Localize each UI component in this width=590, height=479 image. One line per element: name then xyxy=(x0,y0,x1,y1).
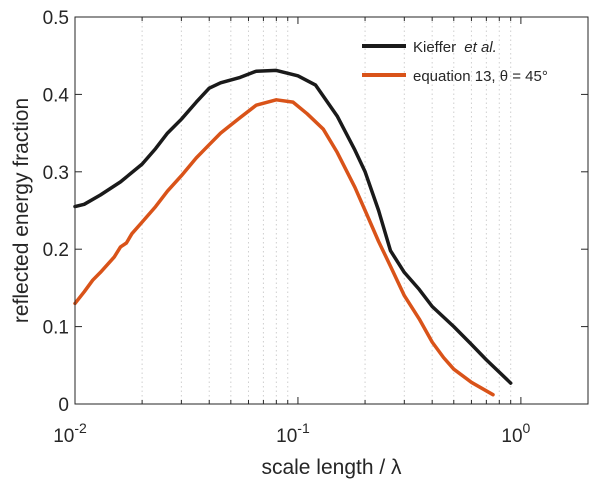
legend-label-kieffer-etal: et al. xyxy=(464,39,497,56)
legend: Kieffer et al. equation 13, θ = 45° xyxy=(362,39,548,85)
x-tick-label: 10-1 xyxy=(276,420,310,447)
legend-label-kieffer-name: Kieffer xyxy=(413,39,456,56)
y-tick-label: 0.4 xyxy=(43,85,70,106)
legend-label-equation13: equation 13, θ = 45° xyxy=(413,68,548,85)
series-line-0 xyxy=(73,68,513,385)
series-line-1 xyxy=(73,98,495,397)
x-tick-label: 10-2 xyxy=(53,420,87,447)
y-tick-label: 0 xyxy=(58,395,69,416)
y-tick-label: 0.1 xyxy=(43,318,69,339)
legend-label-kieffer: Kieffer et al. xyxy=(413,39,497,56)
axis-tick-labels: 0 0.1 0.2 0.3 0.4 0.5 10-2 10-1 100 xyxy=(43,8,531,447)
x-axis-label: scale length / λ xyxy=(261,456,402,479)
x-tick-label: 100 xyxy=(501,420,530,447)
axes-box xyxy=(74,16,589,405)
series-layer xyxy=(73,68,513,397)
y-tick-label: 0.2 xyxy=(43,240,69,261)
y-tick-label: 0.5 xyxy=(43,8,69,29)
y-tick-label: 0.3 xyxy=(43,163,69,184)
axis-ticks xyxy=(74,16,589,405)
y-axis-label: reflected energy fraction xyxy=(10,98,33,323)
